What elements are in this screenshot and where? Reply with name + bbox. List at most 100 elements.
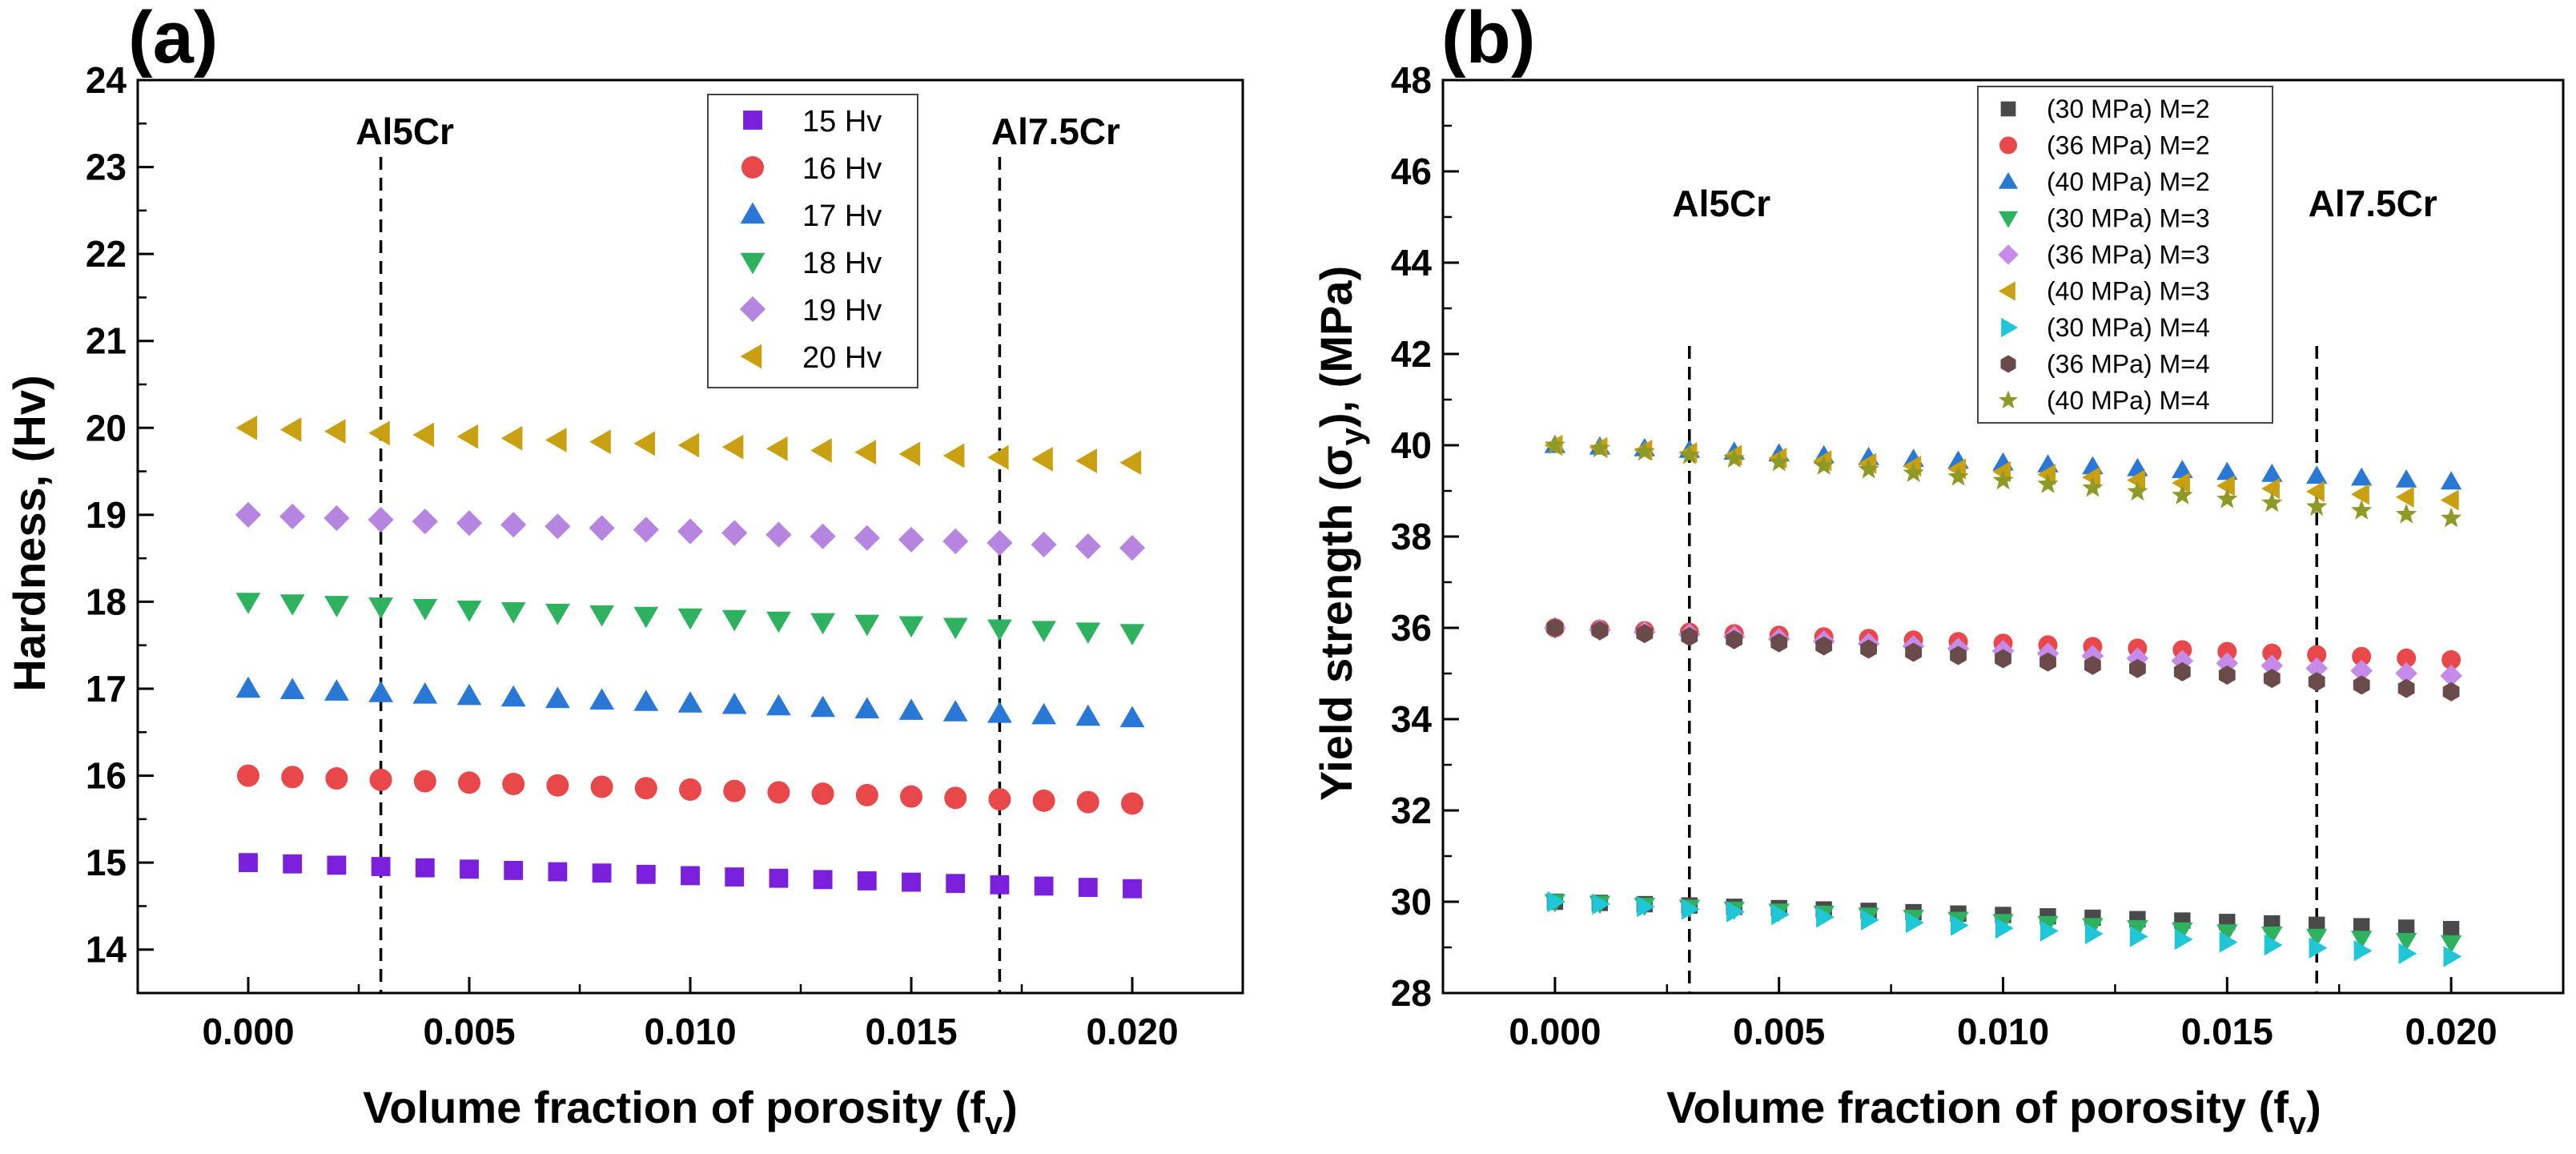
data-point: [2395, 661, 2417, 685]
data-point: [2262, 643, 2282, 663]
data-point: [1636, 624, 1654, 644]
y-tick-label: 48: [1391, 59, 1432, 101]
legend-marker: [1999, 136, 2017, 155]
data-point: [942, 528, 969, 554]
data-point: [2174, 928, 2193, 951]
legend-label: 17 Hv: [802, 199, 882, 233]
data-point: [942, 617, 968, 640]
data-point: [857, 871, 877, 891]
data-point: [456, 601, 482, 622]
data-point: [1119, 450, 1142, 476]
data-point: [2216, 924, 2238, 943]
series-16-hv: [237, 764, 1143, 815]
data-point: [1591, 621, 1609, 641]
data-point: [900, 785, 922, 808]
data-point: [1031, 621, 1056, 642]
panel-b-x-axis-title-sub: v: [2289, 1106, 2307, 1141]
data-point: [2442, 682, 2460, 702]
data-point: [2395, 469, 2417, 488]
data-point: [2082, 476, 2104, 497]
panel-a-x-axis-title-sub: v: [985, 1106, 1003, 1141]
data-point: [2351, 467, 2373, 486]
data-point: [1075, 704, 1101, 726]
data-point: [371, 857, 391, 876]
panel-b-x-axis-title: Volume fraction of porosity (fv): [1666, 1082, 2321, 1141]
data-point: [502, 772, 525, 795]
data-point: [902, 872, 921, 892]
data-point: [2216, 652, 2239, 674]
data-point: [898, 526, 925, 553]
data-point: [456, 424, 479, 449]
data-point: [2306, 465, 2328, 484]
data-point: [327, 855, 347, 875]
phase-label: Al7.5Cr: [2309, 183, 2437, 224]
legend-marker: [1998, 211, 2019, 228]
legend-marker: [739, 296, 766, 323]
data-point: [2443, 946, 2462, 967]
data-point: [2216, 475, 2235, 497]
data-point: [283, 854, 303, 874]
data-point: [1771, 903, 1790, 926]
data-point: [368, 597, 393, 619]
x-tick-label: 0.020: [2405, 1011, 2498, 1052]
panel-b-y-axis-title: Yield strength (σy), (MPa): [1311, 266, 1370, 801]
data-point: [324, 679, 349, 701]
data-point: [1678, 444, 1700, 464]
x-tick-label: 0.000: [1509, 1011, 1601, 1052]
data-point: [1592, 893, 1611, 915]
data-point: [368, 420, 390, 446]
legend-label: 16 Hv: [802, 152, 882, 186]
data-point: [634, 777, 657, 800]
data-point: [1995, 649, 2011, 669]
data-point: [2309, 937, 2328, 959]
data-point: [2261, 654, 2284, 678]
data-point: [681, 866, 700, 886]
data-point: [1992, 469, 2014, 490]
legend-marker: [1998, 281, 2015, 301]
data-point: [677, 691, 703, 713]
data-point: [2305, 657, 2328, 680]
data-point: [589, 515, 615, 541]
y-tick-label: 24: [86, 59, 127, 101]
data-point: [855, 783, 878, 806]
data-point: [1119, 706, 1145, 728]
data-point: [987, 444, 1009, 470]
x-tick-label: 0.010: [1957, 1011, 2049, 1052]
data-point: [633, 517, 659, 543]
data-point: [1770, 633, 1788, 653]
data-point: [2440, 665, 2462, 687]
data-point: [369, 768, 392, 791]
legend-marker: [1998, 171, 2019, 189]
series-40-mpa-m-4: [1544, 434, 2462, 528]
data-point: [854, 525, 880, 551]
data-point: [548, 862, 568, 882]
y-tick-label: 46: [1391, 151, 1432, 192]
data-point: [2127, 480, 2148, 501]
data-point: [1726, 629, 1743, 649]
data-point: [988, 788, 1011, 811]
data-point: [633, 690, 659, 711]
y-tick-label: 22: [86, 233, 127, 275]
x-tick-label: 0.010: [644, 1011, 736, 1052]
data-point: [2396, 503, 2417, 524]
data-point: [898, 441, 921, 467]
legend-marker: [740, 252, 766, 275]
legend-label: (36 MPa) M=3: [2047, 240, 2210, 269]
data-point: [545, 428, 567, 452]
panel-a-label: (a): [128, 0, 218, 78]
y-tick-label: 34: [1391, 698, 1433, 740]
data-point: [1950, 915, 1969, 936]
panel-a-phase-lines: Al5Cr Al7.5Cr: [356, 111, 1120, 993]
data-point: [325, 767, 348, 790]
data-point: [2397, 678, 2415, 698]
series-17-hv: [235, 676, 1145, 728]
data-point: [1076, 790, 1099, 814]
y-tick-label: 30: [1391, 881, 1432, 923]
data-point: [811, 782, 834, 806]
data-point: [2308, 672, 2325, 692]
data-point: [415, 858, 435, 878]
legend-marker: [2001, 317, 2019, 338]
data-point: [679, 778, 701, 801]
legend-label: 15 Hv: [802, 105, 882, 139]
data-point: [589, 688, 614, 710]
